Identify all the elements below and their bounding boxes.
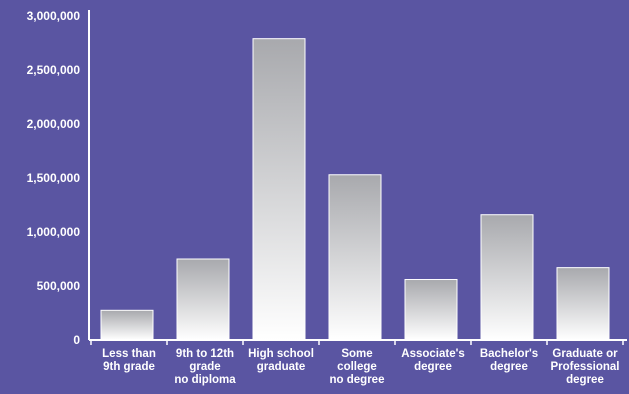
category-label-3: Some college no degree [330,348,385,386]
bars-layer [100,38,610,341]
bar-6 [556,267,610,341]
category-label-2: High school graduate [248,348,314,373]
y-tick-label-0: 0 [73,333,80,347]
bar-5 [480,214,534,341]
bar-3 [328,174,382,341]
bar-0 [100,309,154,341]
y-tick-label-4: 2,000,000 [27,117,81,131]
category-label-1: 9th to 12th grade no diploma [174,348,236,386]
category-label-5: Bachelor's degree [480,348,538,373]
y-tick-label-3: 1,500,000 [27,171,81,185]
category-label-0: Less than 9th grade [102,348,156,373]
category-label-4: Associate's degree [401,348,464,373]
bar-1 [176,258,230,341]
y-tick-label-1: 500,000 [37,279,81,293]
category-label-6: Graduate or Professional degree [550,348,619,386]
y-tick-label-2: 1,000,000 [27,225,81,239]
bar-4 [404,279,458,341]
axis-layer [88,10,627,345]
y-tick-label-5: 2,500,000 [27,63,81,77]
labels-layer: 0 500,000 1,000,000 1,500,000 2,000,000 2,500… [27,9,620,386]
y-tick-label-6: 3,000,000 [27,9,81,23]
bar-2 [252,38,306,341]
